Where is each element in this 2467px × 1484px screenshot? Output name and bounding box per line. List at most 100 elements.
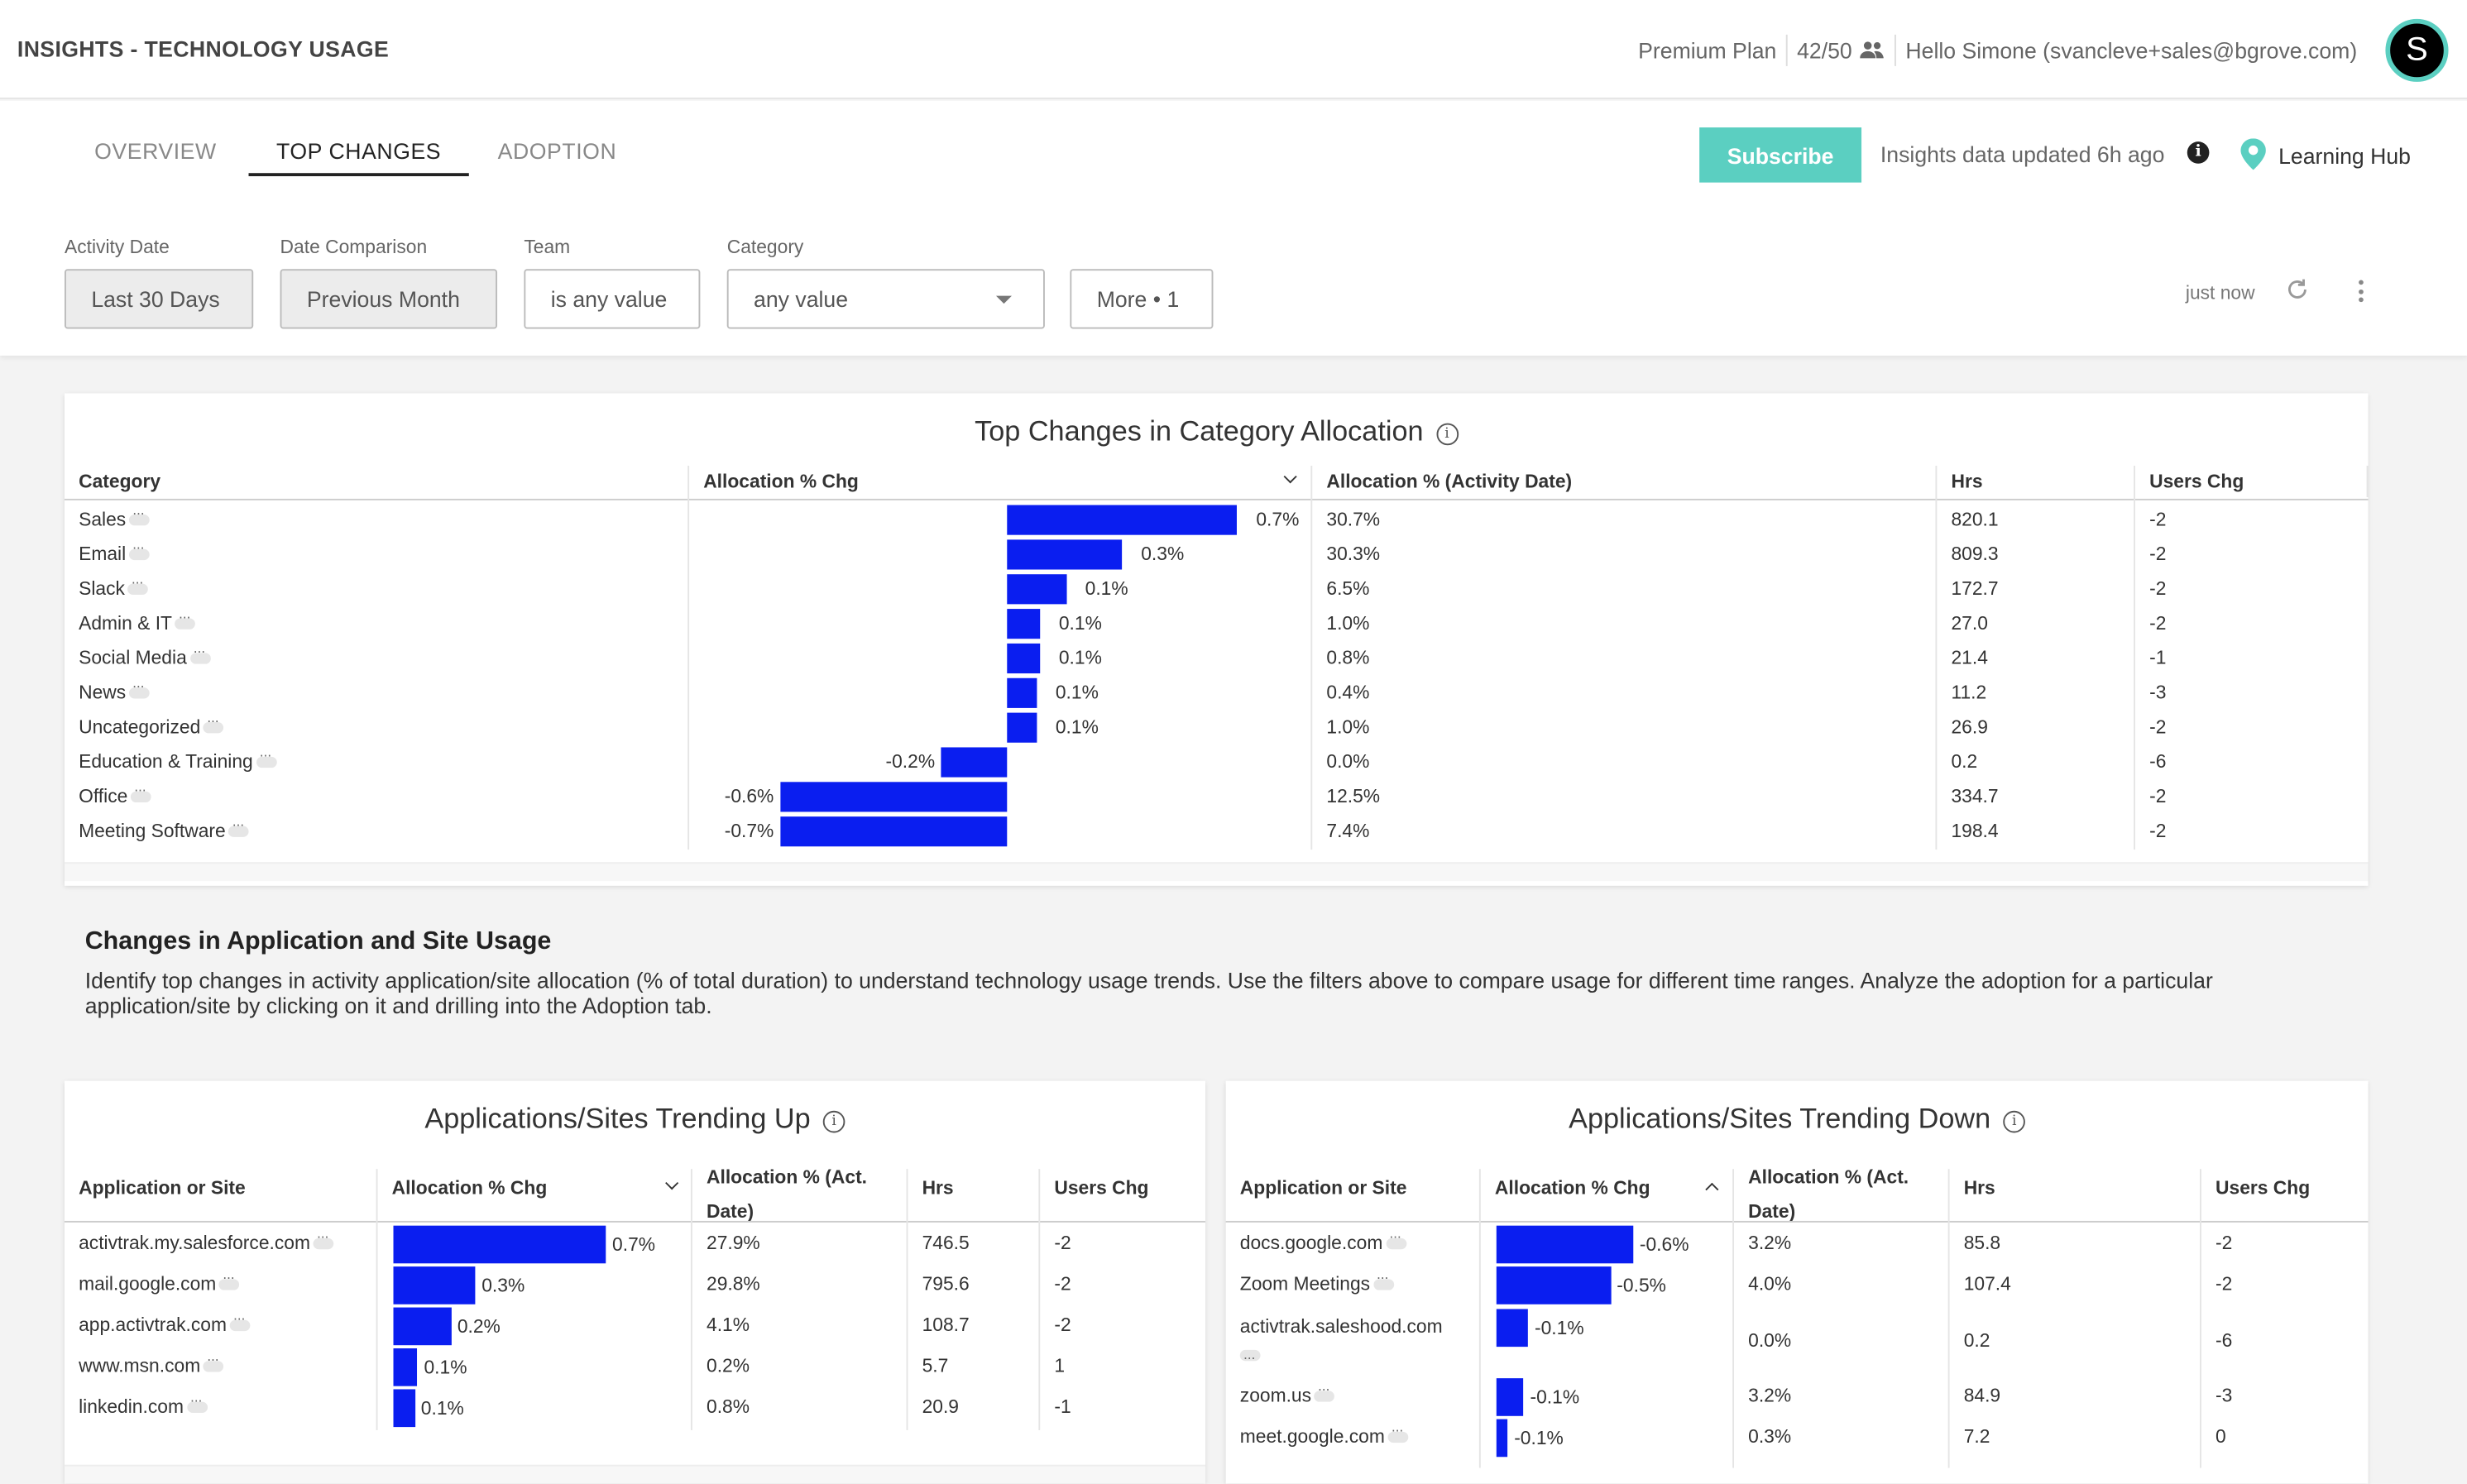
more-icon[interactable] bbox=[204, 1352, 224, 1372]
user-greeting[interactable]: Hello Simone (svancleve+sales@bgrove.com… bbox=[1905, 36, 2358, 63]
row-name-text[interactable]: docs.google.com bbox=[1239, 1232, 1383, 1254]
row-name[interactable]: activtrak.saleshood.com bbox=[1239, 1315, 1443, 1375]
row-name[interactable]: activtrak.my.salesforce.com bbox=[79, 1228, 334, 1254]
column-header[interactable]: Users Chg bbox=[2216, 1176, 2311, 1199]
row-name[interactable]: Social Media bbox=[79, 644, 211, 668]
sort-asc-icon[interactable] bbox=[1705, 1182, 1719, 1196]
more-icon[interactable] bbox=[204, 713, 224, 734]
change-bar[interactable] bbox=[393, 1348, 418, 1386]
row-name-text[interactable]: Admin & IT bbox=[79, 611, 173, 634]
row-name[interactable]: Meeting Software bbox=[79, 816, 250, 842]
row-name[interactable]: mail.google.com bbox=[79, 1270, 240, 1295]
more-icon[interactable] bbox=[189, 644, 211, 664]
tab-top-changes[interactable]: TOP CHANGES bbox=[247, 138, 470, 177]
row-name-text[interactable]: Office bbox=[79, 785, 128, 807]
row-name-text[interactable]: Zoom Meetings bbox=[1239, 1272, 1371, 1295]
row-name[interactable]: zoom.us bbox=[1239, 1381, 1335, 1407]
column-header[interactable]: Category bbox=[79, 470, 161, 493]
info-icon[interactable]: i bbox=[1435, 423, 1459, 446]
column-header[interactable]: Application or Site bbox=[1239, 1176, 1407, 1199]
refresh-icon[interactable] bbox=[2285, 277, 2310, 302]
change-bar[interactable] bbox=[1496, 1266, 1611, 1304]
change-bar[interactable] bbox=[779, 816, 1008, 847]
row-name-text[interactable]: Sales bbox=[79, 508, 127, 530]
change-bar[interactable] bbox=[1007, 574, 1066, 605]
more-icon[interactable] bbox=[256, 747, 277, 768]
more-filters-button[interactable]: More • 1 bbox=[1070, 269, 1214, 329]
change-bar[interactable] bbox=[393, 1225, 606, 1264]
change-bar[interactable] bbox=[779, 782, 1008, 812]
column-header[interactable]: Hrs bbox=[1963, 1176, 1995, 1199]
change-bar[interactable] bbox=[941, 747, 1008, 778]
change-bar[interactable] bbox=[1496, 1225, 1634, 1264]
info-icon[interactable]: i bbox=[2187, 141, 2210, 164]
column-header[interactable]: Allocation % Chg bbox=[1494, 1176, 1650, 1199]
row-name-text[interactable]: Slack bbox=[79, 577, 125, 600]
column-header[interactable]: Allocation % Chg bbox=[703, 470, 859, 493]
info-icon[interactable]: i bbox=[2003, 1110, 2026, 1133]
info-icon[interactable]: i bbox=[822, 1110, 845, 1133]
more-icon[interactable] bbox=[1314, 1381, 1335, 1402]
change-bar[interactable] bbox=[393, 1389, 415, 1428]
activity-date-select[interactable]: Last 30 Days bbox=[64, 269, 254, 329]
more-icon[interactable] bbox=[313, 1228, 334, 1250]
row-name[interactable]: docs.google.com bbox=[1239, 1228, 1406, 1254]
subscribe-button[interactable]: Subscribe bbox=[1699, 127, 1862, 183]
change-bar[interactable] bbox=[1007, 712, 1037, 743]
location-pin-icon[interactable] bbox=[2240, 138, 2266, 170]
seat-count[interactable]: 42/50 bbox=[1797, 36, 1852, 63]
more-options-icon[interactable] bbox=[2359, 280, 2365, 306]
more-icon[interactable] bbox=[129, 505, 150, 526]
row-name-text[interactable]: zoom.us bbox=[1239, 1384, 1312, 1407]
row-name-text[interactable]: linkedin.com bbox=[79, 1395, 184, 1418]
change-bar[interactable] bbox=[1007, 505, 1238, 535]
row-name[interactable]: Email bbox=[79, 539, 150, 565]
row-name-text[interactable]: meet.google.com bbox=[1239, 1425, 1385, 1448]
column-header[interactable]: Allocation % (Act. Date) bbox=[706, 1166, 868, 1223]
row-name[interactable]: Zoom Meetings bbox=[1239, 1270, 1394, 1295]
more-icon[interactable] bbox=[1387, 1422, 1409, 1443]
change-bar[interactable] bbox=[1007, 539, 1123, 570]
change-bar[interactable] bbox=[1007, 643, 1041, 674]
more-icon[interactable] bbox=[128, 539, 150, 561]
horizontal-scrollbar[interactable] bbox=[64, 1464, 1205, 1484]
more-icon[interactable] bbox=[175, 609, 196, 630]
more-icon[interactable] bbox=[1239, 1341, 1261, 1375]
more-icon[interactable] bbox=[128, 678, 150, 699]
change-bar[interactable] bbox=[1496, 1309, 1529, 1348]
row-name[interactable]: meet.google.com bbox=[1239, 1422, 1409, 1448]
row-name-text[interactable]: Education & Training bbox=[79, 750, 253, 773]
column-header[interactable]: Allocation % Chg bbox=[391, 1176, 548, 1199]
plan-label[interactable]: Premium Plan bbox=[1638, 36, 1777, 63]
row-name[interactable]: Office bbox=[79, 782, 151, 807]
row-name-text[interactable]: activtrak.saleshood.com bbox=[1239, 1315, 1443, 1338]
row-name-text[interactable]: Uncategorized bbox=[79, 716, 201, 739]
change-bar[interactable] bbox=[1007, 677, 1037, 708]
change-bar[interactable] bbox=[1007, 609, 1041, 639]
learning-hub-link[interactable]: Learning Hub bbox=[2278, 143, 2411, 169]
category-select[interactable]: any value bbox=[726, 269, 1045, 329]
row-name[interactable]: app.activtrak.com bbox=[79, 1310, 251, 1336]
row-name-text[interactable]: mail.google.com bbox=[79, 1272, 217, 1295]
more-icon[interactable] bbox=[228, 816, 250, 837]
row-name-text[interactable]: app.activtrak.com bbox=[79, 1314, 227, 1336]
tab-overview[interactable]: OVERVIEW bbox=[94, 138, 217, 164]
column-header[interactable]: Hrs bbox=[922, 1176, 954, 1199]
column-header[interactable]: Application or Site bbox=[79, 1176, 246, 1199]
team-select[interactable]: is any value bbox=[524, 269, 701, 329]
row-name[interactable]: www.msn.com bbox=[79, 1352, 224, 1376]
more-icon[interactable] bbox=[127, 574, 149, 595]
change-bar[interactable] bbox=[1496, 1419, 1508, 1458]
column-header[interactable]: Allocation % (Activity Date) bbox=[1326, 470, 1573, 493]
sort-desc-icon[interactable] bbox=[1283, 470, 1297, 484]
column-header[interactable]: Hrs bbox=[1951, 470, 1983, 493]
row-name-text[interactable]: activtrak.my.salesforce.com bbox=[79, 1232, 310, 1254]
row-name-text[interactable]: News bbox=[79, 681, 127, 704]
more-icon[interactable] bbox=[131, 782, 151, 803]
column-header[interactable]: Users Chg bbox=[2149, 470, 2244, 493]
row-name[interactable]: Slack bbox=[79, 574, 149, 600]
sort-desc-icon[interactable] bbox=[665, 1176, 679, 1190]
column-header[interactable]: Allocation % (Act. Date) bbox=[1748, 1166, 1909, 1223]
horizontal-scrollbar[interactable] bbox=[64, 862, 2369, 882]
more-icon[interactable] bbox=[229, 1310, 251, 1332]
